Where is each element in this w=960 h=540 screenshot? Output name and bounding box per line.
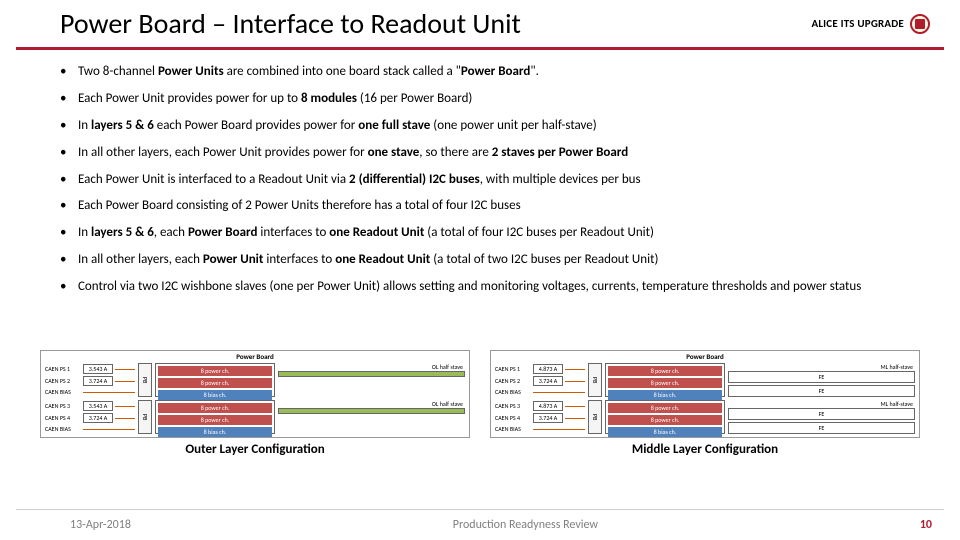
- bullet-item: In layers 5 & 6, each Power Board interf…: [60, 225, 920, 242]
- footer-center: Production Readyness Review: [453, 518, 598, 532]
- bullet-item: Control via two I2C wishbone slaves (one…: [60, 279, 920, 296]
- footer-date: 13-Apr-2018: [70, 518, 131, 532]
- page-number: 10: [920, 518, 932, 532]
- seal-icon: [910, 14, 930, 34]
- footer-divider: [16, 509, 944, 510]
- brand-area: ALICE ITS UPGRADE: [811, 14, 930, 34]
- bullet-item: Each Power Board consisting of 2 Power U…: [60, 198, 920, 215]
- bullet-item: Each Power Unit provides power for up to…: [60, 91, 920, 108]
- bullet-item: Each Power Unit is interfaced to a Reado…: [60, 172, 920, 189]
- page-title: Power Board – Interface to Readout Unit: [60, 6, 521, 41]
- bullet-item: In all other layers, each Power Unit pro…: [60, 145, 920, 162]
- brand-text: ALICE ITS UPGRADE: [811, 17, 904, 30]
- bullet-item: Two 8-channel Power Units are combined i…: [60, 64, 920, 81]
- diagram-left: Power BoardCAEN PS 13.543 ACAEN PS 23.72…: [40, 350, 470, 457]
- footer: 13-Apr-2018 Production Readyness Review …: [0, 518, 960, 532]
- bullet-item: In layers 5 & 6 each Power Board provide…: [60, 118, 920, 135]
- caption-left: Outer Layer Configuration: [40, 442, 470, 457]
- bullet-item: In all other layers, each Power Unit int…: [60, 252, 920, 269]
- diagram-right: Power BoardCAEN PS 14.873 ACAEN PS 23.72…: [490, 350, 920, 457]
- caption-right: Middle Layer Configuration: [490, 442, 920, 457]
- bullet-list: Two 8-channel Power Units are combined i…: [0, 50, 960, 296]
